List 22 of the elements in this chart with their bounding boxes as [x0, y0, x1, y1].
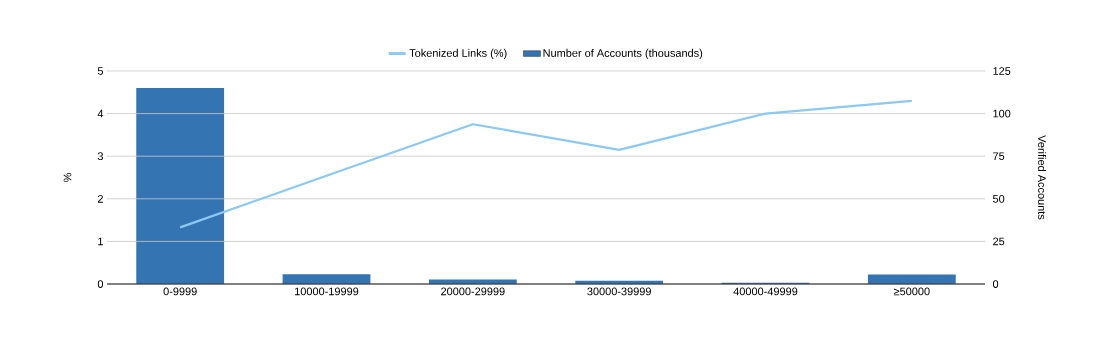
x-tick-label: 40000-49999 — [733, 287, 798, 296]
y-axis-title: % — [63, 173, 72, 182]
x-tick-label: ≥50000 — [893, 287, 930, 296]
y2-tick-label: 0 — [992, 280, 999, 288]
x-tick-label: 30000-39999 — [587, 287, 651, 296]
y-tick-label: 1 — [98, 237, 103, 246]
y2-tick-label: 50 — [992, 194, 1005, 203]
legend-label: Tokenized Links (%) — [409, 48, 507, 60]
x-tick-label: 0-9999 — [163, 287, 197, 296]
y2-tick-label: 25 — [993, 237, 1005, 246]
y-tick-label: 0 — [97, 280, 104, 288]
x-tick-label: 20000-29999 — [441, 287, 505, 296]
y-tick-label: 4 — [97, 109, 104, 118]
legend-label: Number of Accounts (thousands) — [543, 48, 703, 60]
y2-tick-label: 75 — [993, 152, 1005, 161]
y2-axis-title: Verified Accounts — [1038, 135, 1047, 220]
y2-tick-label: 125 — [993, 67, 1011, 75]
x-tick-label: 10000-19999 — [295, 287, 359, 296]
y2-tick-label: 100 — [993, 109, 1011, 118]
y-tick-label: 5 — [97, 67, 104, 75]
y-tick-label: 2 — [97, 194, 103, 203]
y-tick-label: 3 — [97, 152, 103, 161]
